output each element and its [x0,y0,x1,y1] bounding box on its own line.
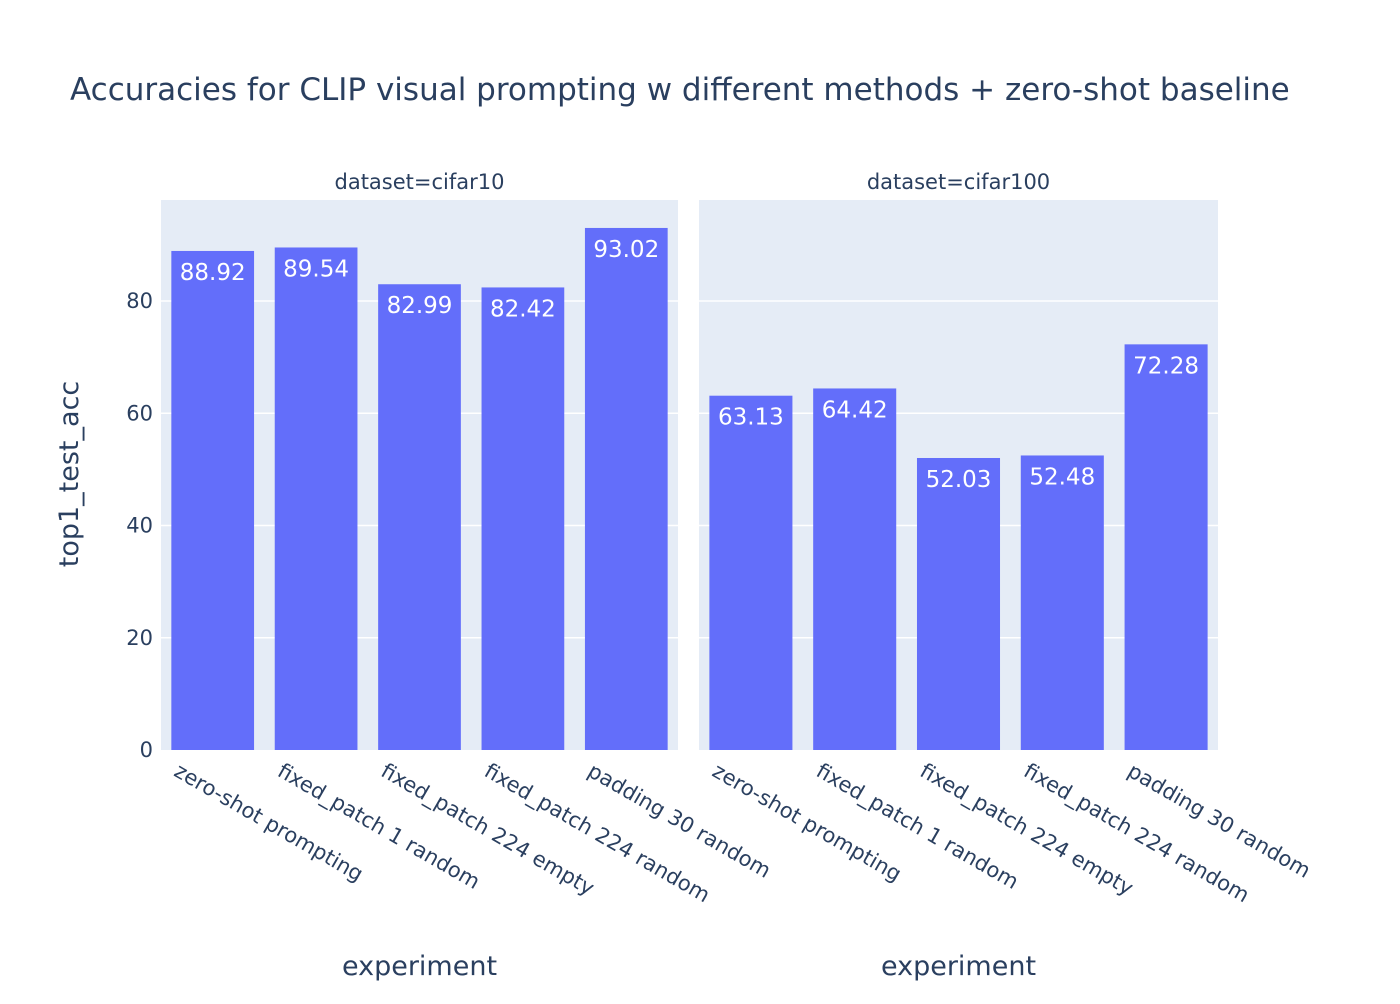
bar-value-label: 82.99 [387,293,453,319]
facet-panel-cifar10: dataset=cifar10 88.92 zero-shot prompting 8… [161,170,775,982]
bar-value-label: 93.02 [593,237,659,263]
bar [1020,455,1104,750]
bar [274,247,358,750]
bar [916,457,1001,750]
bar [709,395,793,750]
facet-title: dataset=cifar100 [867,170,1050,194]
y-axis-title: top1_test_acc [54,381,85,568]
bar-value-label: 88.92 [180,260,246,286]
bar [1124,344,1208,750]
facet-title: dataset=cifar10 [335,170,505,194]
bar [378,284,461,750]
bar-value-label: 82.42 [490,296,556,322]
x-tick-label: padding 30 random [1124,759,1315,883]
bar [813,388,897,750]
bar [481,287,565,750]
y-axis: 0 20 40 60 80 [126,289,153,762]
bar [584,227,668,750]
bar-value-label: 72.28 [1133,353,1199,379]
y-tick-label: 20 [126,626,153,650]
y-tick-label: 80 [126,289,153,313]
bar-value-label: 52.03 [926,467,992,493]
y-tick-label: 40 [126,514,153,538]
bar [171,250,255,751]
bar-value-label: 89.54 [283,256,349,282]
chart-title: Accuracies for CLIP visual prompting w d… [70,72,1290,108]
y-tick-label: 0 [140,738,153,762]
bar-value-label: 63.13 [718,405,784,431]
bar-value-label: 64.42 [822,397,888,423]
bar-value-label: 52.48 [1029,464,1095,490]
x-axis-title: experiment [342,951,497,982]
x-axis-title: experiment [881,951,1036,982]
y-tick-label: 60 [126,401,153,425]
x-tick-label: zero-shot prompting [170,759,367,887]
